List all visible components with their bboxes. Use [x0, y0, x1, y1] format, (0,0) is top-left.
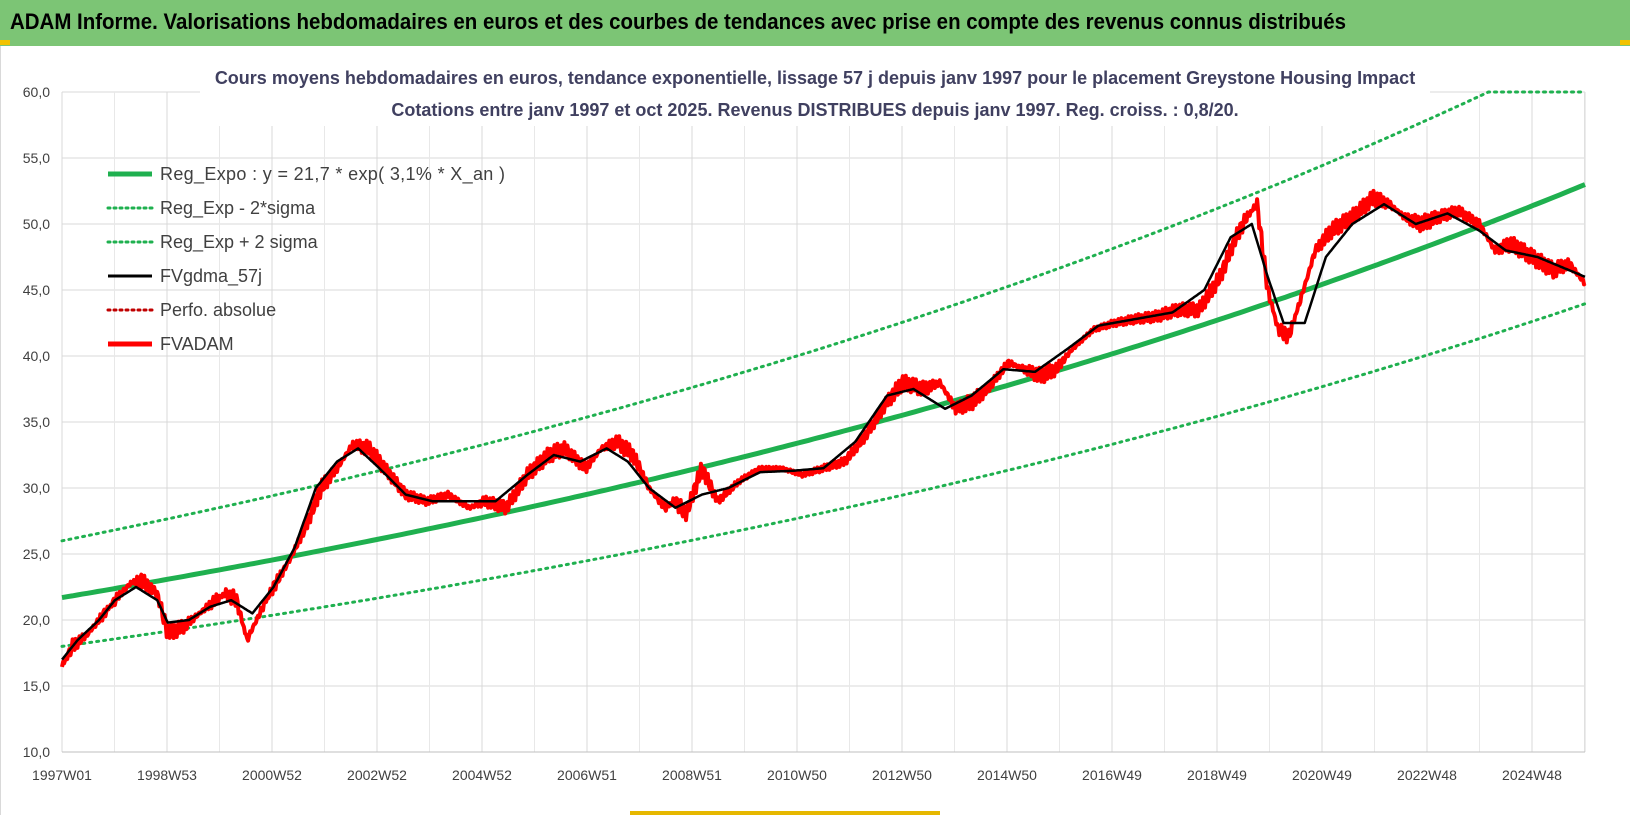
x-tick-label: 2008W51 [662, 767, 722, 783]
series-trend [61, 182, 1586, 601]
legend-label: Reg_Exp + 2 sigma [160, 232, 319, 253]
x-tick-label: 2014W50 [977, 767, 1037, 783]
y-tick-label: 30,0 [23, 480, 50, 496]
corner-accent-left [0, 40, 10, 45]
y-tick-label: 55,0 [23, 150, 50, 166]
y-tick-label: 25,0 [23, 546, 50, 562]
chart-title: Cours moyens hebdomadaires en euros, ten… [214, 68, 1416, 88]
report-banner: ADAM Informe. Valorisations hebdomadaire… [0, 0, 1630, 46]
band-mask [1340, 100, 1380, 130]
legend-label: Reg_Expo : y = 21,7 * exp( 3,1% * X_an ) [160, 164, 505, 185]
x-tick-label: 2024W48 [1502, 767, 1562, 783]
y-tick-label: 45,0 [23, 282, 50, 298]
legend-label: FVgdma_57j [160, 266, 262, 287]
x-tick-label: 2020W49 [1292, 767, 1352, 783]
x-tick-label: 2018W49 [1187, 767, 1247, 783]
y-tick-label: 35,0 [23, 414, 50, 430]
series-lower-band [60, 302, 1587, 648]
legend-label: FVADAM [160, 334, 234, 354]
x-tick-label: 2006W51 [557, 767, 617, 783]
y-tick-label: 50,0 [23, 216, 50, 232]
x-tick-label: 2016W49 [1082, 767, 1142, 783]
chart-subtitle: Cotations entre janv 1997 et oct 2025. R… [391, 100, 1239, 120]
y-tick-label: 60,0 [23, 84, 50, 100]
x-tick-label: 2012W50 [872, 767, 932, 783]
y-tick-label: 20,0 [23, 612, 50, 628]
x-tick-label: 2010W50 [767, 767, 827, 783]
series-fvadam [60, 188, 1587, 668]
bottom-accent-strip [630, 811, 940, 815]
x-tick-label: 2000W52 [242, 767, 302, 783]
legend-label: Reg_Exp - 2*sigma [160, 198, 316, 219]
x-tick-label: 1998W53 [137, 767, 197, 783]
y-tick-label: 15,0 [23, 678, 50, 694]
series-fvgdma-57j [61, 202, 1586, 661]
chart-panel [0, 46, 1630, 815]
y-tick-label: 10,0 [23, 744, 50, 760]
legend-label: Perfo. absolue [160, 300, 276, 320]
series-upper-band [60, 90, 1587, 543]
title-backdrop [200, 64, 1430, 126]
report-title: ADAM Informe. Valorisations hebdomadaire… [10, 9, 1347, 34]
x-tick-label: 2002W52 [347, 767, 407, 783]
corner-accent-right [1620, 40, 1630, 45]
y-tick-label: 40,0 [23, 348, 50, 364]
x-tick-label: 2004W52 [452, 767, 512, 783]
x-tick-label: 1997W01 [32, 767, 92, 783]
x-tick-label: 2022W48 [1397, 767, 1457, 783]
